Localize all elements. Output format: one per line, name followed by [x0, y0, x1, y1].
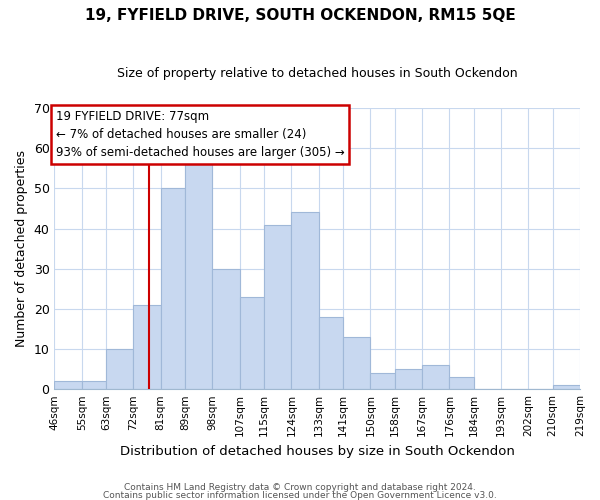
Bar — [161, 188, 185, 389]
Bar — [106, 349, 133, 389]
X-axis label: Distribution of detached houses by size in South Ockendon: Distribution of detached houses by size … — [120, 444, 515, 458]
Bar — [343, 337, 370, 389]
Bar — [240, 297, 264, 389]
Bar — [133, 305, 161, 389]
Bar — [82, 381, 106, 389]
Bar — [395, 369, 422, 389]
Bar — [185, 156, 212, 389]
Bar — [449, 377, 473, 389]
Bar — [292, 212, 319, 389]
Text: 19 FYFIELD DRIVE: 77sqm
← 7% of detached houses are smaller (24)
93% of semi-det: 19 FYFIELD DRIVE: 77sqm ← 7% of detached… — [56, 110, 344, 159]
Title: Size of property relative to detached houses in South Ockendon: Size of property relative to detached ho… — [117, 68, 518, 80]
Bar — [264, 224, 292, 389]
Text: 19, FYFIELD DRIVE, SOUTH OCKENDON, RM15 5QE: 19, FYFIELD DRIVE, SOUTH OCKENDON, RM15 … — [85, 8, 515, 22]
Bar — [319, 317, 343, 389]
Text: Contains public sector information licensed under the Open Government Licence v3: Contains public sector information licen… — [103, 490, 497, 500]
Bar — [212, 268, 240, 389]
Bar — [370, 373, 395, 389]
Bar — [553, 385, 580, 389]
Bar — [422, 365, 449, 389]
Text: Contains HM Land Registry data © Crown copyright and database right 2024.: Contains HM Land Registry data © Crown c… — [124, 484, 476, 492]
Y-axis label: Number of detached properties: Number of detached properties — [15, 150, 28, 347]
Bar — [55, 381, 82, 389]
